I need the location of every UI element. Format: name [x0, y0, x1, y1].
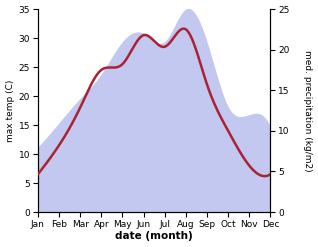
Y-axis label: max temp (C): max temp (C)	[5, 79, 15, 142]
Y-axis label: med. precipitation (kg/m2): med. precipitation (kg/m2)	[303, 50, 313, 171]
X-axis label: date (month): date (month)	[115, 231, 193, 242]
